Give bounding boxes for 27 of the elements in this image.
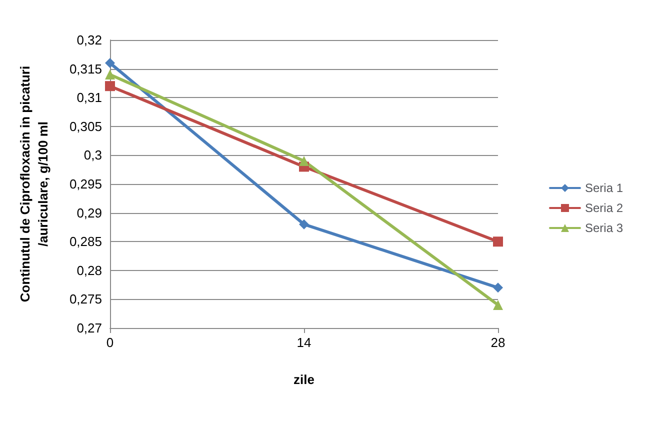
y-tick-label: 0,29 bbox=[76, 205, 102, 220]
y-tick-label: 0,27 bbox=[76, 320, 102, 336]
x-tick-label: 14 bbox=[296, 335, 312, 350]
x-axis-title: zile bbox=[294, 372, 314, 387]
point bbox=[299, 156, 309, 166]
y-axis-title: Continutul de Ciprofloxacin in picaturi /auriculare, g/100 ml bbox=[18, 66, 50, 302]
y-tick-label: 0,275 bbox=[69, 292, 102, 307]
y-tick-label: 0,305 bbox=[69, 118, 102, 134]
point bbox=[299, 219, 309, 230]
point bbox=[493, 282, 503, 293]
legend-label: Seria 3 bbox=[584, 221, 624, 235]
legend-label: Seria 2 bbox=[584, 201, 624, 215]
y-tick-label: 0,31 bbox=[76, 90, 102, 106]
point bbox=[105, 58, 115, 68]
y-tick-label: 0,28 bbox=[76, 262, 102, 278]
point bbox=[493, 300, 503, 310]
y-tick-label: 0,32 bbox=[76, 32, 102, 48]
x-tick-label: 0 bbox=[106, 335, 114, 350]
y-tick-label: 0,295 bbox=[69, 176, 102, 192]
y-tick-label: 0,285 bbox=[69, 234, 102, 250]
y-tick-label: 0,3 bbox=[84, 148, 102, 163]
legend-label: Seria 1 bbox=[584, 181, 624, 195]
point bbox=[105, 70, 115, 80]
x-tick-label: 28 bbox=[490, 335, 506, 350]
point bbox=[493, 236, 503, 247]
y-tick-label: 0,315 bbox=[69, 61, 102, 76]
point bbox=[105, 81, 115, 92]
